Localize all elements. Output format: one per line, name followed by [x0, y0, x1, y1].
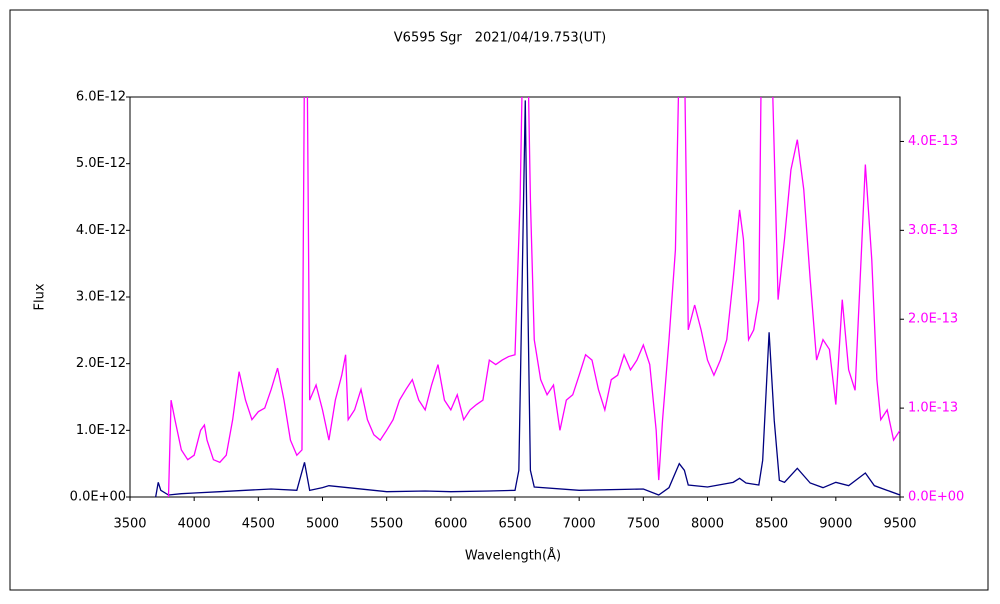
x-tick-label: 7500: [627, 517, 660, 532]
y-tick-label: 6.0E-12: [76, 90, 126, 105]
x-tick-label: 4500: [242, 517, 275, 532]
x-tick-label: 6000: [434, 517, 467, 532]
y2-tick-label: 4.0E-13: [908, 134, 958, 149]
y-tick-label: 1.0E-12: [76, 423, 126, 438]
x-tick-label: 8500: [755, 517, 788, 532]
x-tick-label: 5000: [306, 517, 339, 532]
y-tick-label: 0.0E+00: [70, 490, 126, 505]
x-tick-label: 9000: [819, 517, 852, 532]
x-tick-label: 4000: [178, 517, 211, 532]
y2-tick-label: 0.0E+00: [908, 490, 964, 505]
x-tick-label: 7000: [563, 517, 596, 532]
chart-title: V6595 Sgr 2021/04/19.753(UT): [394, 31, 606, 46]
spectrum-line: [155, 100, 900, 497]
y2-tick-label: 2.0E-13: [908, 312, 958, 327]
x-tick-label: 5500: [370, 517, 403, 532]
x-tick-label: 9500: [883, 517, 916, 532]
y-tick-label: 4.0E-12: [76, 223, 126, 238]
y-tick-label: 3.0E-12: [76, 290, 126, 305]
y2-tick-label: 3.0E-13: [908, 223, 958, 238]
y-tick-label: 5.0E-12: [76, 156, 126, 171]
y-axis-label: Flux: [33, 283, 48, 310]
y2-tick-label: 1.0E-13: [908, 401, 958, 416]
y-tick-label: 2.0E-12: [76, 356, 126, 371]
plot-area: [129, 96, 901, 498]
x-tick-label: 6500: [498, 517, 531, 532]
spectrum-line: [167, 97, 900, 497]
x-axis-label: Wavelength(Å): [465, 548, 561, 564]
plot-marks: [155, 97, 900, 497]
x-tick-label: 3500: [113, 517, 146, 532]
x-tick-label: 8000: [691, 517, 724, 532]
